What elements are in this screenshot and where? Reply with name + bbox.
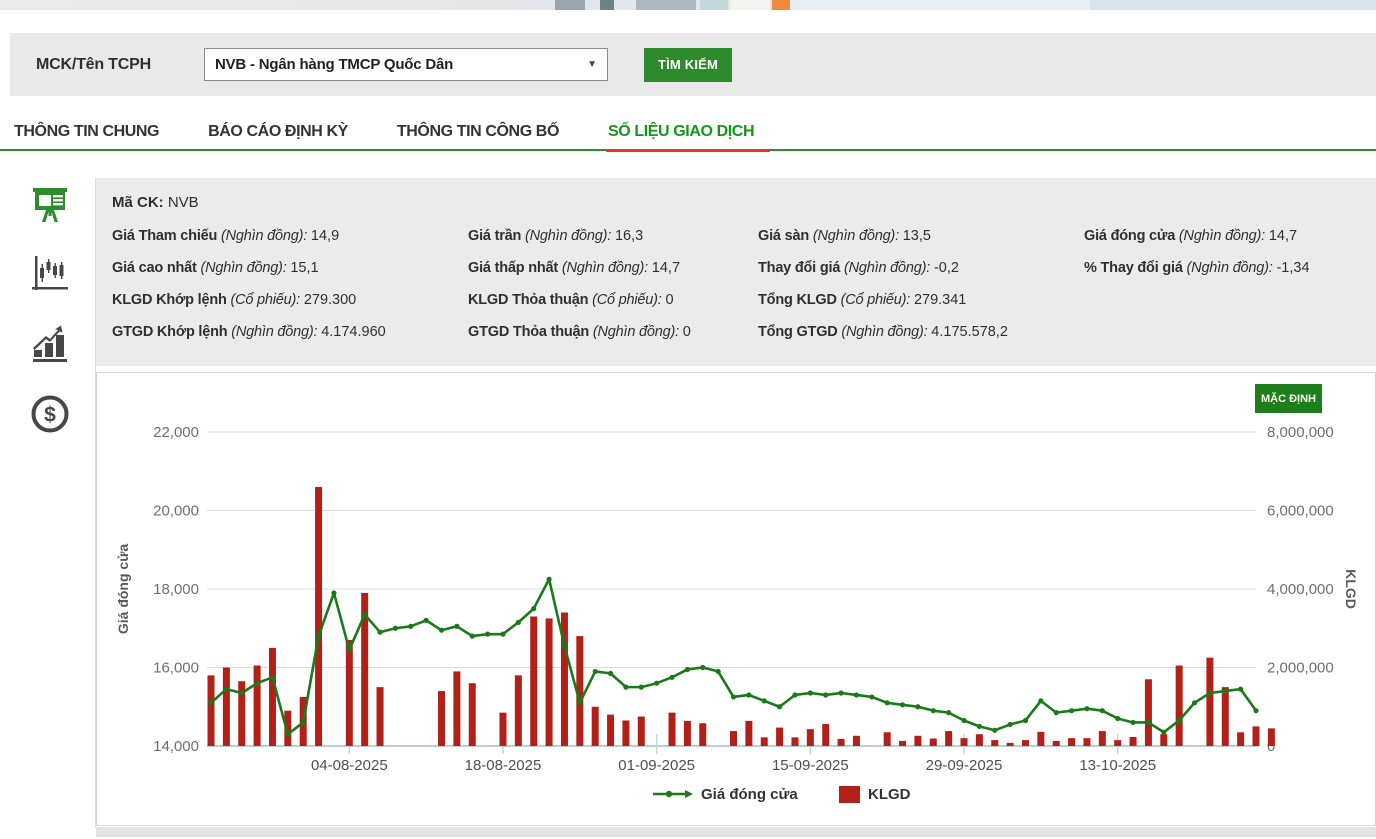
svg-text:18-08-2025: 18-08-2025 (465, 757, 542, 774)
info-cell: Giá thấp nhất (Nghìn đồng): 14,7 (468, 260, 681, 276)
sidebar-divider (95, 178, 96, 828)
search-button[interactable]: TÌM KIẾM (644, 47, 732, 82)
svg-text:29-09-2025: 29-09-2025 (926, 757, 1003, 774)
issuer-select[interactable]: NVB - Ngân hàng TMCP Quốc Dân ▼ (204, 48, 608, 81)
svg-text:KLGD: KLGD (1343, 569, 1359, 609)
info-cell: Tổng KLGD (Cổ phiếu): 279.341 (758, 292, 967, 308)
stock-code-value: NVB (167, 194, 199, 211)
default-range-button[interactable]: MẶC ĐỊNH (1255, 384, 1322, 413)
info-cell: Giá trần (Nghìn đồng): 16,3 (468, 228, 644, 244)
info-cell-empty (1084, 316, 1376, 348)
info-cell: Giá cao nhất (Nghìn đồng): 15,1 (112, 260, 319, 276)
info-cell: Thay đổi giá (Nghìn đồng): -0,2 (758, 260, 959, 276)
info-cell: GTGD Thỏa thuận (Nghìn đồng): 0 (468, 324, 691, 340)
info-cell: Giá Tham chiếu (Nghìn đồng): 14,9 (112, 228, 340, 244)
svg-text:04-08-2025: 04-08-2025 (311, 757, 388, 774)
svg-text:$: $ (44, 404, 56, 427)
candlestick-chart-icon[interactable] (30, 254, 70, 294)
tab-bao-cao-dinh-ky[interactable]: BÁO CÁO ĐỊNH KỲ (208, 123, 348, 140)
info-cell: Tổng GTGD (Nghìn đồng): 4.175.578,2 (758, 324, 1008, 340)
info-cell: KLGD Thỏa thuận (Cổ phiếu): 0 (468, 292, 674, 308)
info-cell: Giá đóng cửa (Nghìn đồng): 14,7 (1084, 228, 1298, 244)
tab-bar: THÔNG TIN CHUNG BÁO CÁO ĐỊNH KỲ THÔNG TI… (0, 117, 1376, 152)
stock-info-panel: Mã CK: NVB Giá Tham chiếu (Nghìn đồng): … (96, 178, 1376, 366)
svg-text:8,000,000: 8,000,000 (1267, 424, 1334, 441)
tab-thong-tin-cong-bo[interactable]: THÔNG TIN CÔNG BỐ (396, 123, 559, 140)
price-volume-chart: 14,000 0 16,000 2,000,000 18,000 4,000,000 20,… (115, 424, 1359, 803)
bottom-strip (96, 827, 1376, 837)
svg-text:2,000,000: 2,000,000 (1267, 660, 1334, 677)
svg-text:Giá đóng cửa: Giá đóng cửa (701, 786, 798, 803)
stock-info-grid: Giá Tham chiếu (Nghìn đồng): 14,9 Giá trầ… (112, 220, 1376, 348)
svg-text:6,000,000: 6,000,000 (1267, 503, 1334, 520)
chart-panel: MẶC ĐỊNH 14,000 0 16,000 2,000,000 18,000 4,0… (96, 372, 1376, 826)
stock-code-row: Mã CK: NVB (112, 190, 1376, 220)
bar-chart-growth-icon[interactable] (30, 324, 70, 364)
tab-thong-tin-chung[interactable]: THÔNG TIN CHUNG (14, 123, 160, 140)
svg-text:Giá đóng cửa: Giá đóng cửa (115, 544, 131, 634)
svg-text:14,000: 14,000 (153, 738, 199, 755)
sidebar: $ (0, 184, 95, 464)
svg-text:KLGD: KLGD (868, 786, 911, 803)
svg-text:22,000: 22,000 (153, 424, 199, 441)
tab-so-lieu-giao-dich[interactable]: SỐ LIỆU GIAO DỊCH (605, 117, 771, 152)
issuer-select-label: MCK/Tên TCPH (36, 55, 151, 73)
main-content: Mã CK: NVB Giá Tham chiếu (Nghìn đồng): … (96, 178, 1376, 837)
money-coin-icon[interactable]: $ (30, 394, 70, 434)
issuer-select-value: NVB - Ngân hàng TMCP Quốc Dân (215, 56, 454, 73)
svg-text:01-09-2025: 01-09-2025 (618, 757, 695, 774)
info-cell: KLGD Khớp lệnh (Cổ phiếu): 279.300 (112, 292, 357, 308)
svg-text:18,000: 18,000 (153, 581, 199, 598)
svg-text:16,000: 16,000 (153, 660, 199, 677)
market-board-icon[interactable] (30, 184, 70, 224)
svg-text:20,000: 20,000 (153, 503, 199, 520)
info-cell: GTGD Khớp lệnh (Nghìn đồng): 4.174.960 (112, 324, 386, 340)
svg-text:13-10-2025: 13-10-2025 (1079, 757, 1156, 774)
info-cell: % Thay đổi giá (Nghìn đồng): -1,34 (1084, 260, 1310, 276)
chevron-down-icon: ▼ (587, 59, 597, 70)
svg-text:4,000,000: 4,000,000 (1267, 581, 1334, 598)
stock-code-label: Mã CK: (112, 194, 164, 211)
info-cell-empty (1084, 284, 1376, 316)
svg-text:15-09-2025: 15-09-2025 (772, 757, 849, 774)
svg-text:0: 0 (1267, 738, 1275, 755)
info-cell: Giá sàn (Nghìn đồng): 13,5 (758, 228, 931, 244)
top-banner-image (0, 0, 1376, 10)
search-bar: MCK/Tên TCPH NVB - Ngân hàng TMCP Quốc D… (10, 33, 1376, 96)
